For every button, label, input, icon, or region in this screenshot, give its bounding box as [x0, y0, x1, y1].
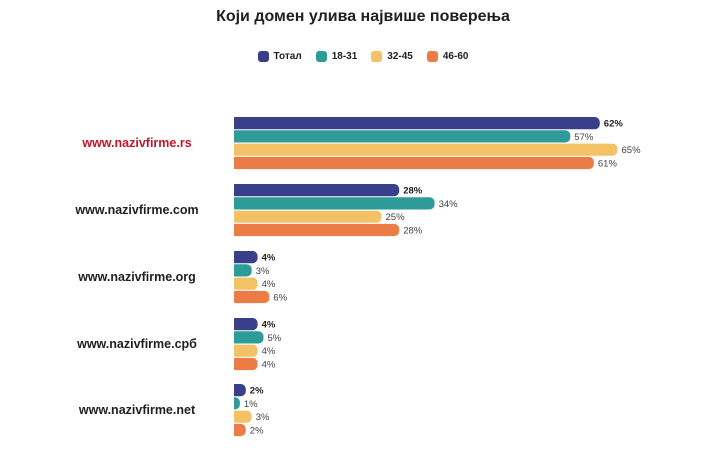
- data-label: 2%: [250, 426, 264, 437]
- bar-baseline-mask: [229, 143, 234, 157]
- bar: [230, 130, 571, 143]
- bar: [230, 251, 258, 264]
- bar: [230, 331, 264, 344]
- bar-baseline-mask: [229, 250, 234, 264]
- bar-baseline-mask: [229, 116, 234, 130]
- bar-baseline-mask: [229, 156, 234, 170]
- chart-title: Који домен улива највише поверења: [216, 8, 510, 25]
- bar: [230, 117, 600, 130]
- bar-baseline-mask: [229, 423, 234, 437]
- data-label: 61%: [598, 159, 618, 170]
- bar-baseline-mask: [229, 357, 234, 371]
- bar: [230, 264, 252, 277]
- bar-baseline-mask: [229, 330, 234, 344]
- data-label: 34%: [439, 199, 459, 210]
- bar-baseline-mask: [229, 196, 234, 210]
- legend-item: 18-31: [315, 51, 358, 62]
- bar: [230, 143, 618, 156]
- data-label: 6%: [273, 293, 287, 304]
- data-label: 3%: [256, 266, 270, 277]
- legend-item: 32-45: [371, 51, 413, 62]
- category-label: www.nazivfirme.org: [77, 270, 196, 284]
- data-label: 28%: [403, 226, 423, 237]
- data-label: 1%: [244, 399, 258, 410]
- bar: [230, 223, 400, 237]
- bar: [230, 357, 258, 371]
- bar-baseline-mask: [229, 183, 234, 197]
- bar-baseline-mask: [229, 277, 234, 291]
- category-label: www.nazivfirme.rs: [81, 136, 191, 150]
- bar-baseline-mask: [229, 317, 234, 331]
- data-label: 2%: [250, 386, 264, 397]
- data-label: 4%: [262, 360, 276, 371]
- data-label: 4%: [262, 346, 276, 357]
- data-label: 4%: [262, 253, 276, 264]
- legend-item: Тотал: [257, 51, 302, 62]
- legend-swatch: [315, 51, 327, 62]
- bar-baseline-mask: [229, 410, 234, 424]
- data-label: 25%: [386, 212, 406, 223]
- bar: [230, 318, 258, 331]
- data-label: 28%: [403, 186, 423, 197]
- bar: [230, 156, 594, 170]
- bar-baseline-mask: [229, 396, 234, 410]
- bar-baseline-mask: [229, 129, 234, 143]
- legend-swatch: [257, 51, 269, 62]
- data-label: 57%: [574, 132, 594, 143]
- bar-baseline-mask: [229, 263, 234, 277]
- data-label: 3%: [256, 412, 270, 423]
- bar: [230, 197, 435, 210]
- category-label: www.nazivfirme.net: [78, 403, 196, 417]
- legend-swatch: [426, 51, 438, 62]
- bar: [230, 410, 252, 423]
- category-label: www.nazivfirme.срб: [76, 337, 197, 351]
- legend-label: 18-31: [331, 51, 358, 62]
- data-label: 4%: [262, 320, 276, 331]
- bar: [230, 184, 400, 197]
- legend-label: 46-60: [442, 51, 469, 62]
- bar: [230, 290, 270, 304]
- data-label: 65%: [622, 145, 642, 156]
- bar-baseline-mask: [229, 344, 234, 358]
- bar: [230, 344, 258, 357]
- bar-baseline-mask: [229, 290, 234, 304]
- category-label: www.nazivfirme.com: [74, 203, 198, 217]
- legend-swatch: [371, 51, 383, 62]
- bar-baseline-mask: [229, 223, 234, 237]
- bar: [230, 210, 382, 223]
- legend-label: Тотал: [273, 51, 302, 62]
- legend-item: 46-60: [426, 51, 469, 62]
- legend: Тотал 18-31 32-45 46-60: [0, 51, 726, 62]
- bar: [230, 277, 258, 290]
- data-label: 62%: [604, 119, 624, 130]
- data-label: 5%: [268, 333, 282, 344]
- bar-baseline-mask: [229, 383, 234, 397]
- data-label: 4%: [262, 279, 276, 290]
- legend-label: 32-45: [387, 51, 413, 62]
- bar-baseline-mask: [229, 210, 234, 224]
